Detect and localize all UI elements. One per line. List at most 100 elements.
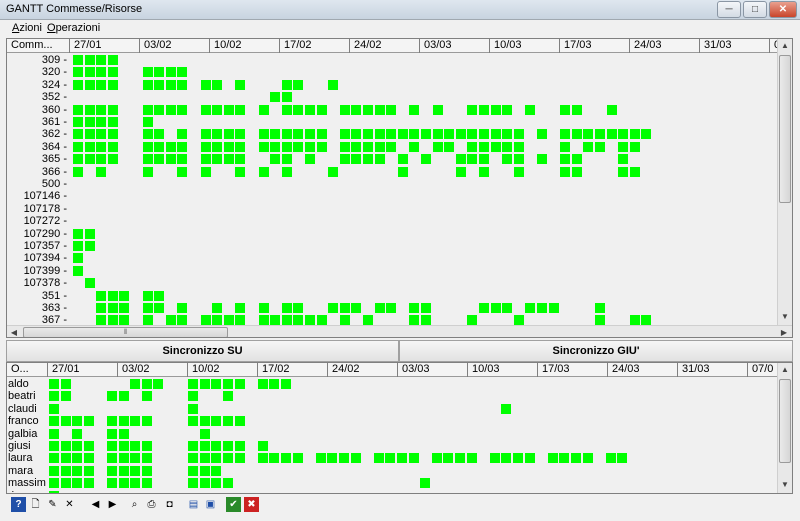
gantt-bar-cell[interactable] [339, 104, 350, 115]
gantt-bar-cell[interactable] [177, 141, 188, 152]
gantt-bar-cell[interactable] [165, 141, 176, 152]
gantt-bar-cell[interactable] [537, 154, 547, 165]
gantt-bar-cell[interactable] [142, 104, 153, 115]
row-label[interactable]: 367 - [41, 314, 67, 327]
gantt-bar-cell[interactable] [84, 104, 95, 115]
gantt-bar-cell[interactable] [351, 104, 362, 115]
gantt-bar-cell[interactable] [397, 453, 407, 464]
gantt-bar-cell[interactable] [560, 141, 571, 152]
gantt-bar-cell[interactable] [618, 141, 629, 152]
gantt-bar-cell[interactable] [130, 453, 141, 464]
gantt-bar-cell[interactable] [270, 129, 281, 140]
gantt-bar-cell[interactable] [212, 141, 223, 152]
gantt-bar-cell[interactable] [525, 303, 536, 313]
gantt-bar-cell[interactable] [212, 154, 223, 165]
gantt-bar-cell[interactable] [467, 154, 478, 165]
gantt-bar-cell[interactable] [107, 478, 117, 489]
gantt-bar-cell[interactable] [595, 141, 605, 152]
gantt-bar-cell[interactable] [73, 253, 83, 264]
gantt-bar-cell[interactable] [72, 428, 83, 439]
gantt-bar-cell[interactable] [107, 141, 118, 152]
gantt-bar-cell[interactable] [84, 67, 95, 78]
gantt-bar-cell[interactable] [188, 379, 199, 389]
gantt-bar-cell[interactable] [84, 228, 95, 239]
gantt-bar-cell[interactable] [72, 453, 83, 464]
gantt-bar-cell[interactable] [444, 141, 455, 152]
gantt-bar-cell[interactable] [188, 403, 199, 414]
gantt-bar-cell[interactable] [641, 129, 652, 140]
gantt-bar-cell[interactable] [479, 104, 489, 115]
commesse-horizontal-scrollbar[interactable]: ◀ ⦀ ▶ [7, 325, 792, 337]
gantt-bar-cell[interactable] [199, 441, 210, 451]
risorse-vertical-scroll-thumb[interactable] [779, 379, 791, 463]
gantt-bar-cell[interactable] [571, 129, 582, 140]
gantt-bar-cell[interactable] [165, 79, 176, 90]
gantt-bar-cell[interactable] [130, 478, 141, 489]
gantt-bar-cell[interactable] [73, 67, 83, 78]
gantt-bar-cell[interactable] [328, 79, 339, 90]
gantt-bar-cell[interactable] [130, 441, 141, 451]
gantt-bar-cell[interactable] [270, 92, 281, 103]
gantt-bar-cell[interactable] [154, 290, 165, 301]
scroll-left-icon[interactable]: ◀ [10, 328, 18, 337]
gantt-bar-cell[interactable] [141, 465, 152, 476]
gantt-bar-cell[interactable] [49, 478, 59, 489]
gantt-bar-cell[interactable] [83, 453, 94, 464]
gantt-bar-cell[interactable] [177, 303, 188, 313]
gantt-bar-cell[interactable] [421, 129, 431, 140]
gantt-bar-cell[interactable] [60, 453, 71, 464]
gantt-bar-cell[interactable] [618, 166, 629, 177]
row-label[interactable]: 363 - [41, 302, 67, 314]
gantt-bar-cell[interactable] [443, 453, 454, 464]
gantt-bar-cell[interactable] [258, 166, 269, 177]
gantt-bar-cell[interactable] [490, 141, 501, 152]
gantt-bar-cell[interactable] [501, 403, 512, 414]
gantt-bar-cell[interactable] [142, 67, 153, 78]
gantt-bar-cell[interactable] [223, 441, 233, 451]
gantt-bar-cell[interactable] [84, 79, 95, 90]
scroll-up-icon[interactable]: ▲ [781, 365, 789, 374]
gantt-bar-cell[interactable] [83, 465, 94, 476]
gantt-bar-cell[interactable] [397, 129, 408, 140]
gantt-bar-cell[interactable] [223, 379, 233, 389]
row-label[interactable]: 107178 - [23, 202, 67, 215]
gantt-bar-cell[interactable] [118, 428, 129, 439]
gantt-bar-cell[interactable] [293, 79, 304, 90]
gantt-bar-cell[interactable] [374, 129, 385, 140]
gantt-bar-cell[interactable] [96, 141, 107, 152]
column-header-label[interactable]: O... [11, 363, 29, 375]
gantt-bar-cell[interactable] [258, 104, 269, 115]
gantt-bar-cell[interactable] [142, 290, 153, 301]
gantt-bar-cell[interactable] [595, 303, 605, 313]
gantt-bar-cell[interactable] [386, 104, 397, 115]
gantt-bar-cell[interactable] [409, 141, 420, 152]
gantt-bar-cell[interactable] [107, 465, 117, 476]
scroll-up-icon[interactable]: ▲ [781, 41, 789, 50]
gantt-bar-cell[interactable] [200, 141, 211, 152]
gantt-bar-cell[interactable] [96, 117, 107, 127]
gantt-bar-cell[interactable] [177, 154, 188, 165]
gantt-bar-cell[interactable] [235, 154, 246, 165]
gantt-bar-cell[interactable] [223, 154, 234, 165]
row-label[interactable]: 500 - [41, 178, 67, 190]
gantt-bar-cell[interactable] [421, 303, 431, 313]
row-label[interactable]: 366 - [41, 165, 67, 178]
gantt-bar-cell[interactable] [479, 303, 489, 313]
gantt-bar-cell[interactable] [188, 391, 199, 402]
gantt-bar-cell[interactable] [524, 453, 535, 464]
gantt-bar-cell[interactable] [490, 104, 501, 115]
gantt-bar-cell[interactable] [84, 241, 95, 251]
gantt-bar-cell[interactable] [385, 453, 396, 464]
gantt-bar-cell[interactable] [154, 129, 165, 140]
gantt-bar-cell[interactable] [223, 453, 233, 464]
gantt-bar-cell[interactable] [235, 166, 246, 177]
gantt-bar-cell[interactable] [154, 303, 165, 313]
gantt-bar-cell[interactable] [595, 315, 605, 326]
gantt-bar-cell[interactable] [629, 315, 640, 326]
gantt-bar-cell[interactable] [409, 129, 420, 140]
gantt-bar-cell[interactable] [467, 129, 478, 140]
gantt-bar-cell[interactable] [421, 154, 431, 165]
gantt-bar-cell[interactable] [467, 315, 478, 326]
gantt-bar-cell[interactable] [455, 453, 465, 464]
gantt-bar-cell[interactable] [73, 166, 83, 177]
